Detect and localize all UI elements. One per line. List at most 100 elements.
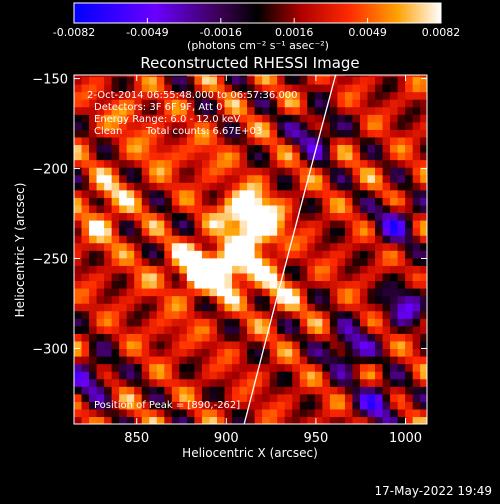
image-pixel (194, 340, 203, 350)
image-pixel (359, 136, 369, 146)
image-pixel (209, 144, 218, 153)
image-pixel (134, 363, 143, 372)
image-pixel (216, 99, 226, 108)
image-pixel (382, 363, 391, 372)
image-pixel (420, 227, 427, 236)
image-pixel (224, 151, 233, 161)
image-pixel (164, 401, 173, 410)
image-pixel (322, 167, 331, 176)
image-pixel (322, 197, 331, 206)
image-pixel (89, 272, 98, 282)
image-pixel (382, 91, 391, 100)
image-pixel (314, 310, 323, 319)
image-pixel (111, 83, 120, 93)
image-pixel (397, 182, 406, 191)
image-pixel (344, 408, 354, 418)
image-pixel (307, 167, 316, 176)
image-pixel (397, 250, 406, 259)
image-pixel (299, 295, 308, 304)
image-pixel (367, 204, 376, 214)
image-pixel (420, 250, 427, 259)
image-pixel (367, 144, 376, 153)
image-pixel (344, 333, 354, 342)
image-pixel (164, 182, 173, 191)
image-pixel (277, 197, 286, 206)
image-pixel (337, 76, 346, 85)
image-pixel (322, 303, 331, 312)
image-pixel (126, 204, 135, 214)
image-pixel (337, 340, 346, 350)
image-pixel (344, 91, 354, 100)
image-pixel (322, 408, 331, 418)
image-pixel (156, 197, 165, 206)
image-pixel (89, 325, 98, 334)
image-pixel (254, 295, 263, 304)
image-pixel (352, 386, 361, 395)
image-pixel (141, 363, 150, 372)
image-pixel (382, 408, 391, 418)
image-pixel (119, 386, 128, 395)
image-pixel (367, 250, 376, 259)
image-pixel (134, 114, 143, 123)
image-pixel (186, 348, 196, 357)
image-pixel (299, 76, 308, 85)
image-pixel (382, 265, 391, 274)
image-pixel (224, 174, 233, 183)
image-pixel (96, 386, 105, 395)
image-pixel (412, 151, 421, 161)
image-pixel (352, 272, 361, 282)
image-pixel (405, 151, 414, 161)
image-pixel (420, 401, 427, 410)
image-pixel (96, 235, 105, 244)
image-pixel (412, 91, 421, 100)
image-pixel (337, 318, 346, 327)
image-pixel (171, 121, 180, 130)
image-pixel (156, 393, 165, 402)
image-pixel (126, 76, 135, 85)
image-pixel (104, 227, 113, 236)
image-pixel (420, 189, 427, 198)
image-pixel (344, 235, 354, 244)
image-pixel (134, 378, 143, 387)
image-pixel (126, 318, 135, 327)
image-pixel (322, 272, 331, 282)
image-pixel (412, 295, 421, 304)
image-pixel (209, 272, 218, 282)
image-pixel (337, 235, 346, 244)
image-pixel (96, 129, 105, 138)
image-pixel (149, 242, 158, 251)
image-pixel (156, 287, 165, 297)
image-pixel (156, 99, 165, 108)
image-pixel (262, 182, 271, 191)
x-tick-label: 1000 (389, 431, 422, 446)
image-pixel (164, 355, 173, 365)
image-pixel (194, 272, 203, 282)
image-pixel (141, 106, 150, 115)
image-pixel (292, 151, 301, 161)
image-pixel (329, 386, 339, 395)
image-pixel (126, 242, 135, 251)
image-pixel (397, 318, 406, 327)
image-pixel (119, 303, 128, 312)
image-pixel (186, 227, 196, 236)
image-pixel (209, 197, 218, 206)
image-pixel (314, 378, 323, 387)
image-pixel (307, 340, 316, 350)
image-pixel (420, 174, 427, 183)
image-pixel (96, 212, 105, 221)
image-pixel (390, 144, 399, 153)
image-pixel (247, 129, 256, 138)
image-pixel (329, 265, 339, 274)
image-pixel (284, 174, 293, 183)
image-pixel (382, 227, 391, 236)
image-pixel (216, 121, 226, 130)
image-pixel (262, 416, 271, 424)
image-pixel (397, 386, 406, 395)
image-pixel (397, 151, 406, 161)
image-pixel (216, 310, 226, 319)
image-pixel (171, 227, 180, 236)
image-pixel (262, 386, 271, 395)
image-pixel (277, 340, 286, 350)
image-pixel (352, 416, 361, 424)
image-pixel (224, 340, 233, 350)
